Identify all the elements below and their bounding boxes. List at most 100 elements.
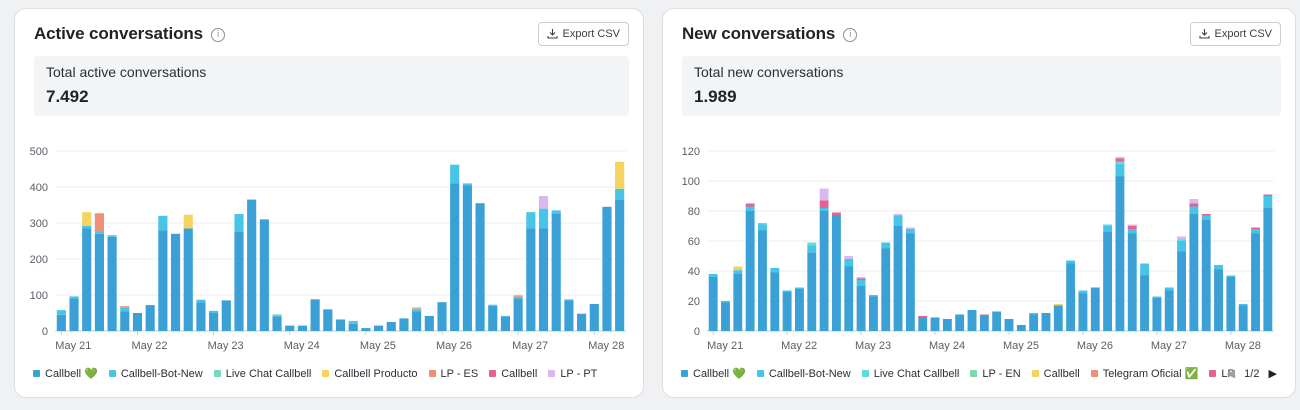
card-title: Active conversations i — [34, 24, 226, 44]
legend-swatch — [861, 370, 869, 377]
bar-segment — [399, 318, 409, 331]
bar-segment — [1164, 290, 1174, 331]
x-tick-label: May 23 — [855, 340, 891, 352]
bar-segment — [868, 296, 878, 331]
legend-label: Live Chat Callbell — [225, 368, 312, 380]
bar-segment — [323, 309, 333, 331]
bar-segment — [1115, 176, 1125, 331]
bar-segment — [348, 323, 358, 331]
bar-segment — [745, 211, 755, 331]
bar-segment — [94, 232, 104, 234]
bar-segment — [1115, 157, 1125, 159]
bar-segment — [412, 308, 422, 310]
bar-segment — [538, 208, 549, 229]
total-value: 1.989 — [694, 87, 737, 106]
bar-segment — [733, 271, 743, 274]
legend-swatch — [1031, 370, 1039, 377]
bar-segment — [856, 277, 866, 279]
legend-item[interactable]: Callbell — [489, 368, 537, 380]
bar-segment — [1078, 290, 1088, 294]
bar-segment — [819, 188, 829, 201]
bar-segment — [893, 214, 903, 216]
legend-item[interactable]: LP — [1209, 368, 1235, 380]
bar-segment — [94, 233, 104, 331]
legend-swatch — [681, 370, 688, 377]
y-tick-label: 40 — [688, 266, 700, 278]
legend-pager: ◀ 1/2 ▶ — [1221, 367, 1277, 380]
info-icon[interactable]: i — [843, 28, 858, 42]
bar-segment — [1263, 208, 1273, 331]
bar-segment — [918, 317, 928, 331]
legend-item[interactable]: LP - ES — [428, 368, 479, 380]
legend-item[interactable]: Callbell — [1031, 368, 1080, 380]
bar-segment — [1201, 215, 1211, 220]
legend-item[interactable]: Callbell Producto — [322, 368, 418, 380]
bar-segment — [1238, 305, 1248, 331]
bar-segment — [348, 322, 358, 324]
legend-item[interactable]: Telegram Oficial ✅ — [1090, 367, 1198, 380]
legend-swatch — [1090, 370, 1098, 377]
bar-segment — [905, 233, 915, 331]
y-tick-label: 20 — [688, 296, 700, 308]
x-tick-label: May 22 — [781, 340, 817, 352]
legend-item[interactable]: Callbell-Bot-New — [756, 368, 851, 380]
card-title: New conversations i — [682, 24, 858, 44]
bar-segment — [615, 199, 625, 331]
legend-item[interactable]: Callbell 💚 — [681, 367, 746, 380]
bar-segment — [1127, 233, 1137, 331]
bar-segment — [247, 199, 257, 331]
y-tick-label: 120 — [682, 146, 700, 158]
bar-segment — [82, 228, 92, 331]
new-conversations-card: New conversations i Export CSV Total new … — [662, 8, 1296, 398]
y-tick-label: 500 — [30, 146, 48, 158]
bar-segment — [170, 233, 181, 331]
bar-segment — [1263, 196, 1273, 208]
page-indicator: 1/2 — [1244, 368, 1260, 380]
bar-segment — [881, 242, 891, 249]
bar-segment — [196, 299, 206, 303]
export-csv-label: Export CSV — [1214, 28, 1272, 40]
total-summary: Total new conversations 1.989 — [682, 56, 1281, 116]
bar-segment — [992, 311, 1002, 331]
legend-item[interactable]: Callbell-Bot-New — [108, 368, 203, 380]
bar-segment — [979, 316, 989, 331]
export-csv-label: Export CSV — [562, 28, 620, 40]
bar-segment — [335, 319, 346, 331]
bar-segment — [721, 302, 730, 331]
export-csv-button[interactable]: Export CSV — [537, 22, 629, 46]
legend-swatch — [489, 370, 497, 377]
download-icon — [1198, 29, 1210, 39]
total-value: 7.492 — [46, 87, 89, 106]
bar-segment — [708, 277, 718, 331]
bar-segment — [1053, 305, 1063, 331]
chart-legend: Callbell 💚 Callbell-Bot-New Live Chat Call… — [681, 367, 1246, 380]
legend-item[interactable]: Callbell 💚 — [33, 367, 98, 380]
bar-segment — [708, 274, 718, 277]
bar-segment — [564, 299, 574, 301]
bar-segment — [462, 185, 472, 331]
legend-item[interactable]: Live Chat Callbell — [861, 368, 959, 380]
x-tick-label: May 23 — [208, 340, 244, 352]
total-label: Total active conversations — [46, 64, 207, 80]
bar-segment — [1140, 263, 1150, 276]
legend-item[interactable]: Live Chat Callbell — [213, 368, 312, 380]
legend-item[interactable]: LP - PT — [548, 368, 597, 380]
bar-segment — [930, 317, 940, 331]
bar-segment — [488, 305, 498, 331]
bar-segment — [1016, 325, 1026, 331]
bar-segment — [120, 311, 130, 331]
bar-segment — [500, 316, 511, 331]
legend-item[interactable]: LP - EN — [970, 368, 1021, 380]
prev-page-icon[interactable]: ◀ — [1226, 368, 1236, 380]
legend-label: LP - ES — [440, 368, 479, 380]
export-csv-button[interactable]: Export CSV — [1189, 22, 1281, 46]
bar-segment — [526, 228, 536, 331]
bar-segment — [450, 183, 460, 331]
bar-segment — [424, 315, 434, 331]
legend-label: Callbell 💚 — [693, 368, 746, 380]
next-page-icon[interactable]: ▶ — [1268, 368, 1277, 380]
info-icon[interactable]: i — [211, 28, 226, 42]
bar-segment — [538, 196, 549, 209]
bar-segment — [733, 269, 743, 271]
x-tick-label: May 21 — [55, 340, 91, 352]
